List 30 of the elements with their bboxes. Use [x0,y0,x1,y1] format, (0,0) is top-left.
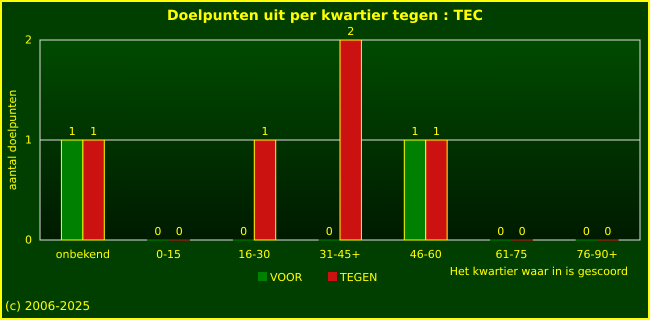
x-tick-label: 61-75 [495,248,528,261]
data-label: 1 [262,125,268,138]
x-tick-label: onbekend [56,248,110,261]
x-tick-label: 0-15 [156,248,182,261]
data-label: 0 [582,225,590,238]
y-tick-label: 2 [25,34,32,47]
y-axis-title: aantal doelpunten [6,90,19,190]
data-label: 2 [347,25,354,38]
data-label: 0 [240,225,248,238]
data-label: 1 [68,125,76,138]
data-label: 1 [90,125,98,138]
x-axis-title: Het kwartier waar in is gescoord [450,265,628,278]
x-tick-label: 76-90+ [576,248,618,261]
data-label: 0 [154,225,162,238]
x-tick-label: 16-30 [238,248,270,261]
data-label: 0 [497,225,504,238]
x-tick-label: 31-45+ [319,248,361,261]
y-tick-label: 1 [25,134,32,147]
legend-label: VOOR [270,271,303,284]
y-tick-label: 0 [25,234,32,247]
chart-title: Doelpunten uit per kwartier tegen : TEC [167,8,483,24]
data-label: 1 [412,125,418,138]
text: (c) 2006-2025 [5,299,90,313]
data-label: 1 [432,125,440,138]
legend-label: TEGEN [339,271,378,284]
x-tick-label: 46-60 [410,248,442,261]
data-label: 0 [176,225,183,238]
data-label: 0 [326,225,333,238]
data-label: 0 [604,225,612,238]
data-label: 0 [518,225,526,238]
